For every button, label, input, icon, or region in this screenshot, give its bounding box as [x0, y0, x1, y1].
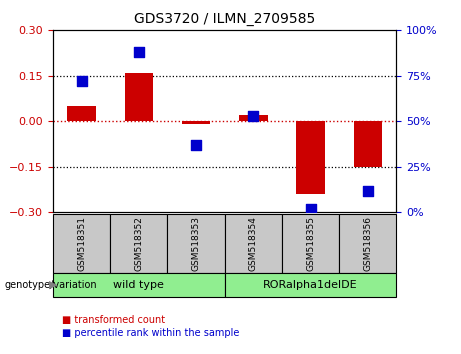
Bar [339, 214, 396, 273]
Bar [67, 106, 96, 121]
Text: genotype/variation: genotype/variation [5, 280, 97, 290]
Text: ■ percentile rank within the sample: ■ percentile rank within the sample [62, 328, 240, 338]
Text: ■ transformed count: ■ transformed count [62, 315, 165, 325]
Point [192, 142, 200, 148]
Bar [182, 121, 210, 124]
Bar [239, 115, 268, 121]
Text: wild type: wild type [113, 280, 164, 290]
Bar [53, 273, 225, 297]
Text: ▶: ▶ [49, 280, 58, 290]
Text: GSM518351: GSM518351 [77, 216, 86, 271]
Text: GSM518352: GSM518352 [134, 216, 143, 271]
Bar [53, 214, 110, 273]
Text: RORalpha1delDE: RORalpha1delDE [263, 280, 358, 290]
Point [364, 188, 372, 193]
Text: GSM518353: GSM518353 [192, 216, 201, 271]
Point [135, 49, 142, 55]
Title: GDS3720 / ILMN_2709585: GDS3720 / ILMN_2709585 [134, 12, 315, 26]
Bar [124, 73, 153, 121]
Point [78, 78, 85, 84]
Point [307, 206, 314, 212]
Bar [110, 214, 167, 273]
Text: GSM518355: GSM518355 [306, 216, 315, 271]
Bar [282, 214, 339, 273]
Bar [225, 273, 396, 297]
Text: GSM518354: GSM518354 [249, 216, 258, 271]
Bar [167, 214, 225, 273]
Point [250, 113, 257, 119]
Bar [225, 214, 282, 273]
Text: GSM518356: GSM518356 [363, 216, 372, 271]
Bar [354, 121, 382, 167]
Bar [296, 121, 325, 194]
